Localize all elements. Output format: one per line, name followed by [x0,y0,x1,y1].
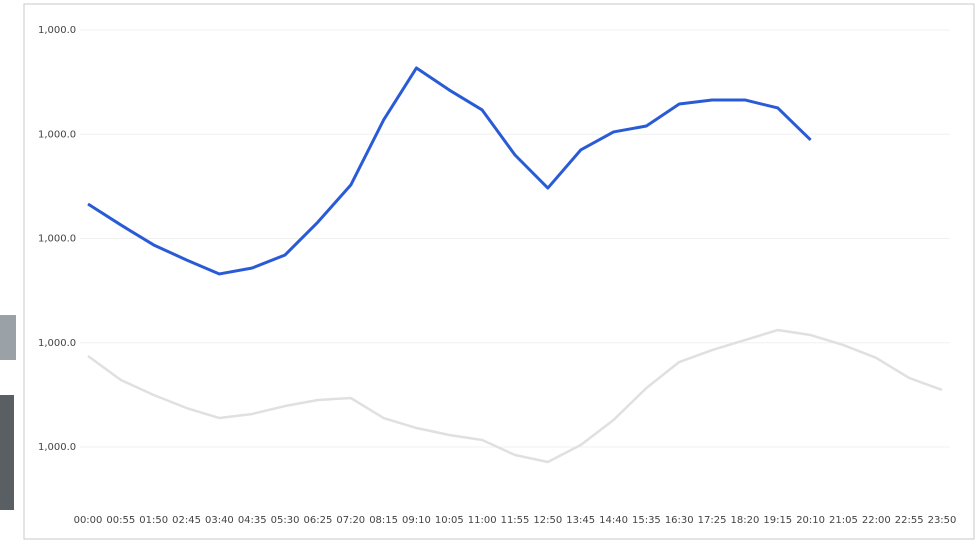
x-tick-label: 11:00 [468,515,497,526]
x-tick-label: 04:35 [238,515,267,526]
x-tick-label: 08:15 [369,515,398,526]
x-tick-label: 10:05 [435,515,464,526]
x-tick-label: 14:40 [599,515,628,526]
y-tick-label: 1,000.0 [38,442,76,453]
x-tick-label: 15:35 [632,515,661,526]
x-tick-label: 11:55 [501,515,530,526]
chart-card [23,3,975,540]
x-tick-label: 22:00 [862,515,891,526]
x-tick-label: 13:45 [566,515,595,526]
y-tick-label: 1,000.0 [38,234,76,245]
x-tick-label: 21:05 [829,515,858,526]
x-tick-label: 01:50 [139,515,168,526]
thumbnail [0,315,16,360]
x-tick-label: 18:20 [731,515,760,526]
x-tick-label: 03:40 [205,515,234,526]
y-tick-label: 1,000.0 [38,25,76,36]
y-tick-label: 1,000.0 [38,338,76,349]
y-tick-label: 1,000.0 [38,129,76,140]
x-tick-label: 00:00 [74,515,103,526]
x-tick-label: 23:50 [928,515,957,526]
thumbnail [0,395,14,510]
x-tick-label: 22:55 [895,515,924,526]
series-line [87,66,812,276]
x-tick-label: 02:45 [172,515,201,526]
x-tick-label: 12:50 [533,515,562,526]
plot: 1,000.0 1,000.0 1,000.0 1,000.0 1,000.0 00:00… [38,25,956,526]
series-line [87,328,943,464]
x-tick-label: 17:25 [698,515,727,526]
x-tick-label: 16:30 [665,515,694,526]
x-tick-label: 00:55 [106,515,135,526]
x-tick-label: 05:30 [271,515,300,526]
x-tick-label: 09:10 [402,515,431,526]
x-tick-label: 20:10 [796,515,825,526]
x-tick-label: 06:25 [304,515,333,526]
x-tick-label: 19:15 [763,515,792,526]
x-tick-label: 07:20 [336,515,365,526]
